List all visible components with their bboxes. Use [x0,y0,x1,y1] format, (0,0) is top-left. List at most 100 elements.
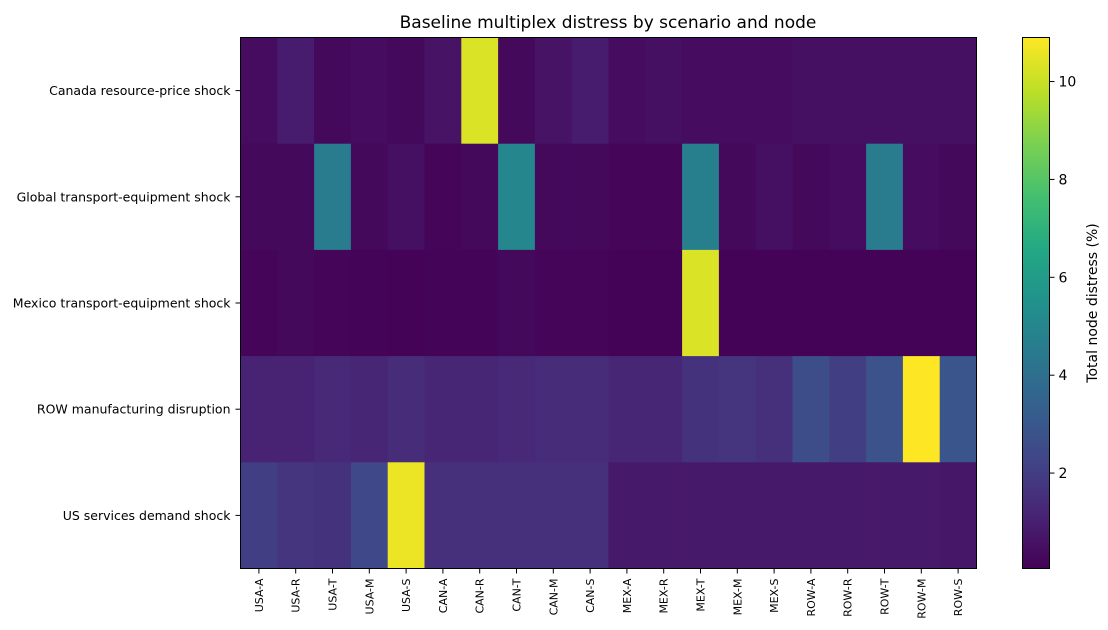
heatmap-cell [866,143,904,251]
heatmap-cell [461,37,499,145]
heatmap-cell [682,143,720,251]
heatmap-cell [571,37,609,145]
heatmap-cell [314,143,352,251]
heatmap-cell [350,37,389,145]
heatmap-cell [314,356,352,463]
heatmap-cell [350,356,389,463]
heatmap-cell [277,462,315,569]
heatmap-cell [755,143,793,251]
heatmap-cell [645,356,683,463]
heatmap-cell [387,143,425,251]
y-tick-label: Mexico transport-equipment shock [13,296,231,311]
heatmap-cell [792,249,830,357]
heatmap-cell [534,37,573,145]
heatmap-cell [571,249,609,357]
heatmap-cell [866,249,904,357]
x-tick-label: CAN-R [474,578,487,613]
heatmap-cell [608,462,646,569]
heatmap-cell [866,37,904,145]
x-tick-label: ROW-A [805,578,818,616]
heatmap-cell [314,462,352,569]
heatmap-cell [534,249,573,357]
heatmap-cell [424,143,462,251]
heatmap-cell [277,356,315,463]
heatmap-cell [682,249,720,357]
heatmap-cell [277,249,315,357]
heatmap-cell [755,37,793,145]
colorbar-gradient [1022,37,1050,569]
heatmap-cell [939,356,977,463]
heatmap-cell [498,143,536,251]
heatmap-cell [608,356,646,463]
heatmap-cell [424,462,462,569]
heatmap-cell [498,356,536,463]
heatmap-cell [645,462,683,569]
heatmap-cell [939,249,977,357]
heatmap-cell [755,249,793,357]
heatmap-cell [645,37,683,145]
heatmap-cell [498,462,536,569]
colorbar: 2 4 6 8 10 [1022,37,1077,569]
heatmap-cell [350,143,389,251]
heatmap-cell [314,37,352,145]
heatmap-cell [608,143,646,251]
colorbar-tick-label: 6 [1059,270,1068,286]
heatmap-cell [718,462,757,569]
heatmap-cell [902,143,941,251]
heatmap-cell [755,462,793,569]
heatmap-cell [718,143,757,251]
heatmap-cell [571,356,609,463]
x-tick-label: MEX-S [768,578,781,612]
heatmap-cell [939,462,977,569]
heatmap-cell [829,143,867,251]
x-tick-label: USA-M [363,579,376,615]
heatmap-cell [866,356,904,463]
x-axis-ticks: USA-A USA-R USA-T USA-M USA-S CAN-A CAN-R CAN-T… [253,568,965,619]
heatmap-cell [682,356,720,463]
heatmap-cell [792,143,830,251]
x-tick-label: ROW-R [842,578,855,617]
heatmap-cell [387,356,425,463]
x-tick-label: ROW-S [952,578,965,616]
heatmap-cell [902,249,941,357]
heatmap-cell [608,37,646,145]
heatmap-cell [902,37,941,145]
heatmap-cell [240,462,278,569]
heatmap-cell [277,37,315,145]
colorbar-tick-label: 10 [1059,75,1077,91]
heatmap-cell [387,462,425,569]
x-tick-label: CAN-S [584,578,597,612]
heatmap-cell [866,462,904,569]
heatmap-cell [387,249,425,357]
heatmap-cell [718,249,757,357]
heatmap-cell [461,249,499,357]
heatmap-cell [792,37,830,145]
heatmap-cell [461,356,499,463]
heatmap-cell [534,462,573,569]
x-tick-label: USA-A [253,578,266,612]
x-tick-label: ROW-M [915,579,928,619]
heatmap-cell [461,462,499,569]
x-tick-label: CAN-T [511,578,524,611]
heatmap-cell [608,249,646,357]
heatmap-cells [240,37,977,569]
heatmap-cell [277,143,315,251]
plot-frame [240,37,977,569]
heatmap-cell [424,356,462,463]
heatmap-cell [902,356,941,463]
heatmap-cell [314,249,352,357]
x-tick-label: CAN-A [437,578,450,613]
heatmap-cell [534,143,573,251]
heatmap-cell [939,143,977,251]
heatmap-cell [829,37,867,145]
heatmap-cell [571,143,609,251]
heatmap-cell [829,249,867,357]
y-tick-label: Canada resource-price shock [49,83,231,98]
heatmap-cell [792,462,830,569]
heatmap-cell [755,356,793,463]
colorbar-tick-label: 4 [1059,368,1068,384]
y-tick-label: US services demand shock [63,508,232,523]
heatmap-cell [718,356,757,463]
colorbar-tick-label: 2 [1059,466,1068,482]
